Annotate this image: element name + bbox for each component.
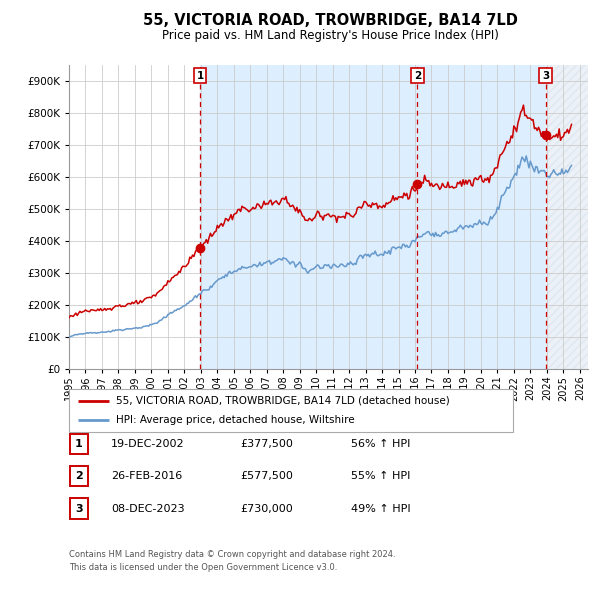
Text: 2: 2 bbox=[414, 71, 421, 80]
Text: 49% ↑ HPI: 49% ↑ HPI bbox=[351, 504, 410, 513]
Bar bbox=[545, 65, 588, 369]
Text: £577,500: £577,500 bbox=[240, 471, 293, 481]
Text: Price paid vs. HM Land Registry's House Price Index (HPI): Price paid vs. HM Land Registry's House … bbox=[161, 29, 499, 42]
Text: 55% ↑ HPI: 55% ↑ HPI bbox=[351, 471, 410, 481]
Text: 1: 1 bbox=[75, 439, 83, 448]
Text: Contains HM Land Registry data © Crown copyright and database right 2024.: Contains HM Land Registry data © Crown c… bbox=[69, 550, 395, 559]
Text: 3: 3 bbox=[75, 504, 83, 513]
Text: 1: 1 bbox=[197, 71, 204, 80]
Text: £730,000: £730,000 bbox=[240, 504, 293, 513]
Text: HPI: Average price, detached house, Wiltshire: HPI: Average price, detached house, Wilt… bbox=[116, 415, 354, 425]
Text: £377,500: £377,500 bbox=[240, 439, 293, 448]
Bar bbox=[200, 65, 545, 369]
Text: 3: 3 bbox=[542, 71, 549, 80]
Text: This data is licensed under the Open Government Licence v3.0.: This data is licensed under the Open Gov… bbox=[69, 563, 337, 572]
Text: 19-DEC-2002: 19-DEC-2002 bbox=[111, 439, 185, 448]
Text: 55, VICTORIA ROAD, TROWBRIDGE, BA14 7LD (detached house): 55, VICTORIA ROAD, TROWBRIDGE, BA14 7LD … bbox=[116, 396, 449, 406]
Text: 2: 2 bbox=[75, 471, 83, 481]
Text: 26-FEB-2016: 26-FEB-2016 bbox=[111, 471, 182, 481]
Text: 08-DEC-2023: 08-DEC-2023 bbox=[111, 504, 185, 513]
Bar bbox=[545, 65, 588, 369]
Text: 55, VICTORIA ROAD, TROWBRIDGE, BA14 7LD: 55, VICTORIA ROAD, TROWBRIDGE, BA14 7LD bbox=[143, 13, 517, 28]
Text: 56% ↑ HPI: 56% ↑ HPI bbox=[351, 439, 410, 448]
